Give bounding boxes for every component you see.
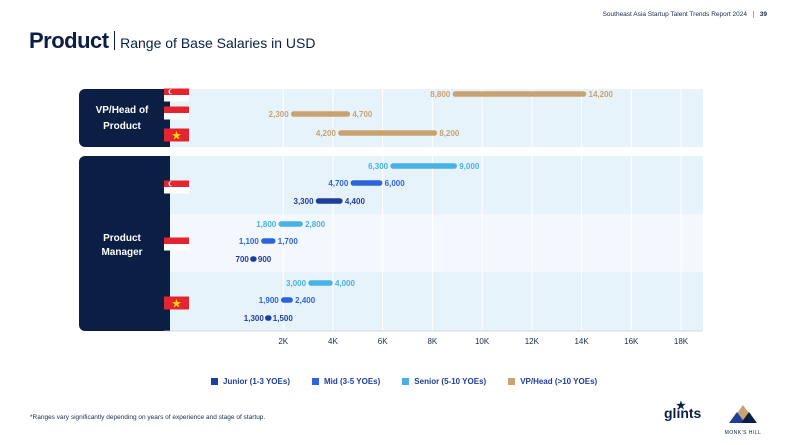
flag-part xyxy=(169,89,175,94)
x-tick-label: 14K xyxy=(574,337,589,346)
range-min-label: 8,800 xyxy=(430,90,451,99)
legend-item-junior: Junior (1-3 YOEs) xyxy=(211,377,290,386)
legend-label-senior: Senior (5-10 YOEs) xyxy=(414,377,487,386)
glints-logo: ★ glints xyxy=(664,400,702,421)
legend-swatch-senior xyxy=(402,378,410,385)
title-main: Product xyxy=(29,28,109,53)
range-min-label: 700 xyxy=(236,255,250,264)
page-title: Product Range of Base Salaries in USD xyxy=(29,28,315,54)
flag-part xyxy=(164,95,189,102)
group-label-panel xyxy=(79,156,170,331)
flag-part xyxy=(169,181,175,186)
title-subtitle: Range of Base Salaries in USD xyxy=(120,35,316,51)
range-min-label: 4,200 xyxy=(316,129,337,138)
sg-flag-icon xyxy=(164,180,189,194)
range-max-label: 6,000 xyxy=(385,179,406,188)
flag-part xyxy=(164,237,189,244)
x-tick-label: 18K xyxy=(674,337,689,346)
monks-hill-logo-text: MONK'S HILL xyxy=(724,430,762,436)
monks-hill-logo: MONK'S HILL xyxy=(722,404,764,436)
x-tick-label: 6K xyxy=(378,337,388,346)
range-max-label: 2,800 xyxy=(305,220,326,229)
footnote: *Ranges vary significantly depending on … xyxy=(30,414,266,421)
range-min-label: 1,900 xyxy=(259,296,280,305)
x-tick-label: 4K xyxy=(328,337,338,346)
flag-part xyxy=(164,244,189,251)
range-max-label: 4,400 xyxy=(345,197,366,206)
range-min-label: 2,300 xyxy=(269,110,290,119)
flag-part xyxy=(164,180,189,187)
legend-swatch-vp xyxy=(508,378,516,385)
x-tick-label: 12K xyxy=(525,337,540,346)
range-max-label: 1,700 xyxy=(278,237,299,246)
row-band xyxy=(164,272,703,331)
range-max-label: 9,000 xyxy=(459,162,480,171)
legend-label-junior: Junior (1-3 YOEs) xyxy=(223,377,290,386)
range-max-label: 1,500 xyxy=(273,314,294,323)
vn-flag-icon: ★ xyxy=(164,296,189,311)
range-max-label: 8,200 xyxy=(439,129,460,138)
flag-part xyxy=(164,187,189,194)
group-label-line: VP/Head of xyxy=(96,105,149,116)
flag-part: ★ xyxy=(171,297,182,311)
range-max-label: 4,000 xyxy=(335,279,356,288)
range-max-label: 4,700 xyxy=(352,110,373,119)
title-separator xyxy=(113,31,116,50)
x-tick-label: 10K xyxy=(475,337,490,346)
row-band xyxy=(164,214,703,272)
x-tick-label: 16K xyxy=(624,337,639,346)
flag-part xyxy=(164,128,189,142)
row-band xyxy=(164,89,703,147)
range-min-label: 1,100 xyxy=(239,237,260,246)
legend-swatch-junior xyxy=(211,378,218,385)
range-min-label: 4,700 xyxy=(328,179,349,188)
id-flag-icon xyxy=(164,106,189,120)
range-min-label: 3,000 xyxy=(286,279,307,288)
group-label-panel xyxy=(79,89,170,147)
flag-part xyxy=(164,296,189,310)
chart-legend: Junior (1-3 YOEs) Mid (3-5 YOEs) Senior … xyxy=(211,377,597,386)
sg-flag-icon xyxy=(164,88,189,102)
range-min-label: 1,800 xyxy=(256,220,277,229)
x-tick-label: 2K xyxy=(278,337,288,346)
legend-item-senior: Senior (5-10 YOEs) xyxy=(402,377,486,386)
star-icon: ★ xyxy=(676,400,686,412)
group-label-line: Product xyxy=(103,233,141,244)
group-label-line: Product xyxy=(103,121,141,132)
glints-logo-text: glints xyxy=(664,405,702,421)
id-flag-icon xyxy=(164,237,189,251)
group-label-line: Manager xyxy=(101,247,142,258)
range-max-label: 2,400 xyxy=(295,296,316,305)
flag-part xyxy=(164,113,189,120)
x-tick-label: 8K xyxy=(427,337,437,346)
legend-item-mid: Mid (3-5 YOEs) xyxy=(311,377,381,386)
range-max-label: 900 xyxy=(258,255,272,264)
range-min-label: 1,300 xyxy=(244,314,265,323)
flag-part xyxy=(164,88,189,95)
mountain-icon xyxy=(729,405,757,423)
range-max-label: 14,200 xyxy=(589,90,614,99)
report-title: Southeast Asia Startup Talent Trends Rep… xyxy=(602,11,747,18)
vn-flag-icon: ★ xyxy=(164,128,189,143)
legend-label-vp: VP/Head (>10 YOEs) xyxy=(520,377,598,386)
flag-part: ★ xyxy=(171,129,182,143)
page-number: 39 xyxy=(752,11,767,18)
legend-item-vp: VP/Head (>10 YOEs) xyxy=(508,377,597,386)
range-min-label: 6,300 xyxy=(368,162,389,171)
legend-label-mid: Mid (3-5 YOEs) xyxy=(323,377,381,386)
range-min-label: 3,300 xyxy=(294,197,315,206)
legend-swatch-mid xyxy=(311,378,319,385)
flag-part xyxy=(164,106,189,113)
